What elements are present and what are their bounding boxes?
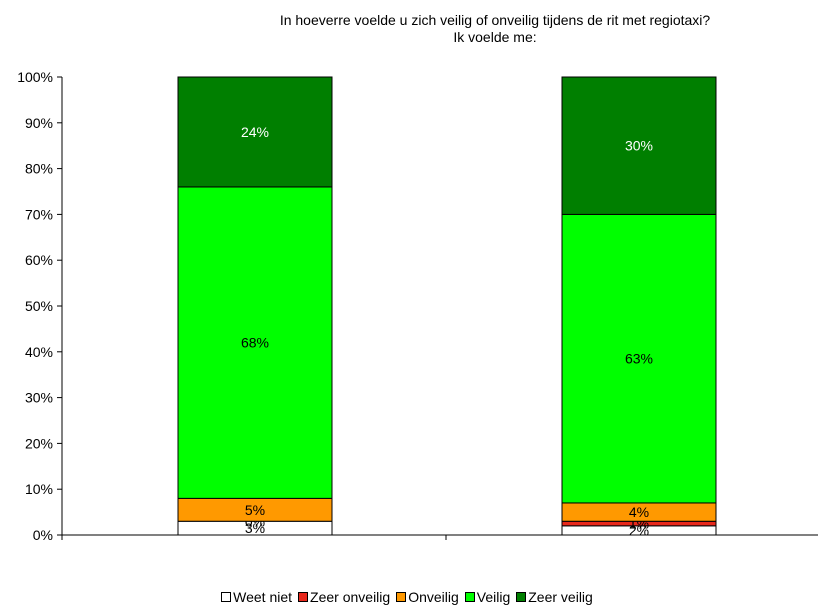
legend-item: Zeer veilig bbox=[516, 589, 593, 605]
chart-legend: Weet niet Zeer onveilig Onveilig Veilig Zeer… bbox=[0, 589, 820, 605]
legend-swatch bbox=[464, 592, 475, 602]
legend-swatch bbox=[221, 592, 232, 602]
data-label: 30% bbox=[625, 138, 653, 154]
legend-item: Weet niet bbox=[221, 589, 292, 605]
y-tick-label: 50% bbox=[25, 298, 53, 314]
legend-label: Weet niet bbox=[233, 589, 293, 605]
bar-segment bbox=[561, 213, 717, 504]
bar-segment bbox=[177, 76, 333, 188]
data-label: 68% bbox=[241, 335, 269, 351]
legend-swatch bbox=[396, 592, 407, 602]
legend-item: Onveilig bbox=[396, 589, 459, 605]
y-tick-label: 80% bbox=[25, 161, 53, 177]
y-tick-label: 0% bbox=[33, 527, 53, 543]
y-tick-label: 100% bbox=[17, 69, 53, 85]
data-label: 63% bbox=[625, 351, 653, 367]
chart-title: In hoeverre voelde u zich veilig of onve… bbox=[279, 12, 711, 28]
bar-segment bbox=[561, 76, 717, 215]
data-label: 2% bbox=[629, 522, 649, 538]
chart-subtitle: Ik voelde me: bbox=[453, 29, 537, 45]
legend-item: Zeer onveilig bbox=[298, 589, 390, 605]
data-label: 3% bbox=[245, 520, 265, 536]
y-tick-label: 60% bbox=[25, 252, 53, 268]
y-tick-label: 30% bbox=[25, 390, 53, 406]
y-tick-label: 90% bbox=[25, 115, 53, 131]
bar-segment bbox=[177, 186, 333, 499]
legend-swatch bbox=[298, 592, 309, 602]
legend-label: Veilig bbox=[476, 589, 511, 605]
legend-item: Veilig bbox=[464, 589, 511, 605]
data-label: 5% bbox=[245, 502, 265, 518]
data-label: 4% bbox=[629, 504, 649, 520]
legend-label: Zeer onveilig bbox=[310, 589, 391, 605]
y-tick-label: 40% bbox=[25, 344, 53, 360]
data-label: 24% bbox=[241, 124, 269, 140]
legend-swatch bbox=[516, 592, 527, 602]
y-tick-label: 10% bbox=[25, 481, 53, 497]
legend-label: Zeer veilig bbox=[528, 589, 593, 605]
y-tick-label: 20% bbox=[25, 435, 53, 451]
chart-title-block: In hoeverre voelde u zich veilig of onve… bbox=[200, 12, 790, 46]
legend-label: Onveilig bbox=[408, 589, 459, 605]
y-tick-label: 70% bbox=[25, 206, 53, 222]
